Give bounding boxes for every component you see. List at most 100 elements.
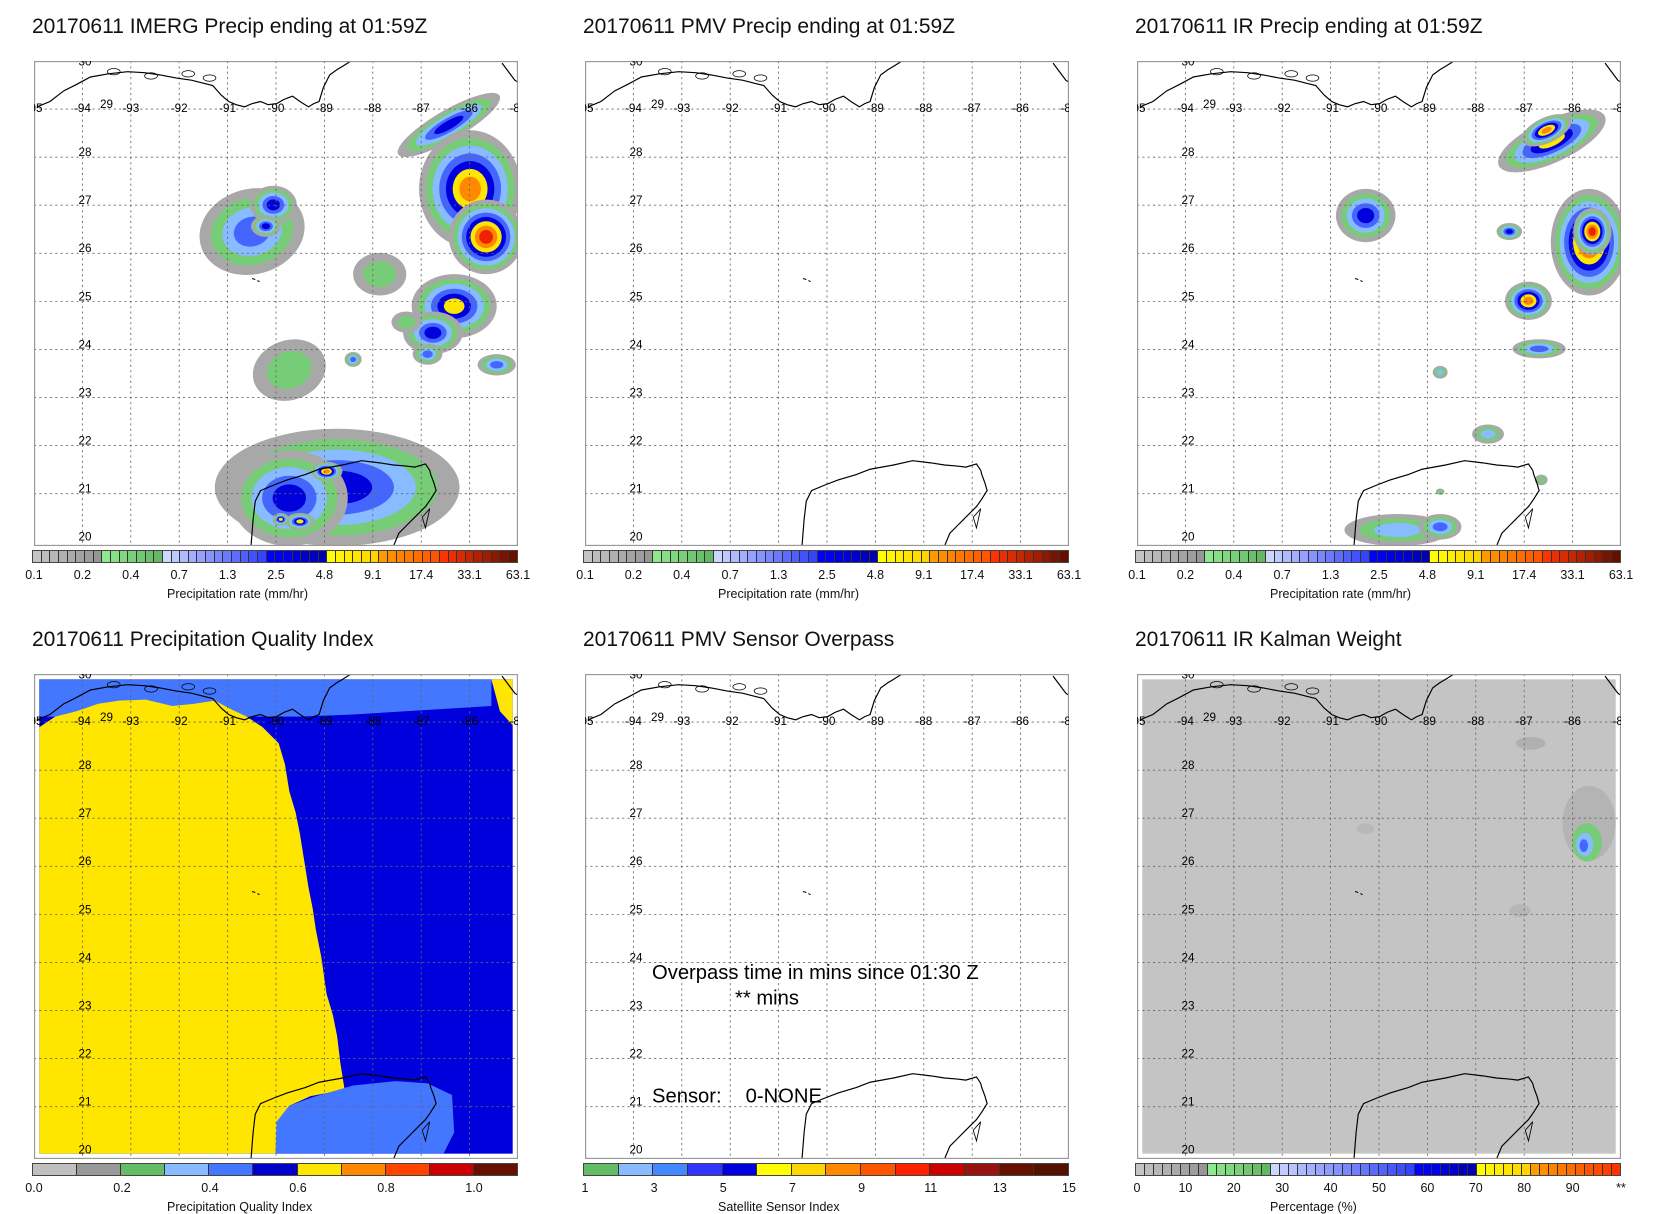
colorbar-tick-label: 33.1 — [457, 568, 482, 582]
colorbar-swatch — [165, 1164, 210, 1175]
pqi-region-0.6 — [39, 699, 345, 1154]
colorbar-swatch — [110, 551, 120, 562]
precip-contour — [1480, 429, 1496, 439]
colorbar-swatch — [843, 551, 853, 562]
longitude-label: -95 — [34, 715, 43, 728]
overpass-time-text: Overpass time in mins since 01:30 Z — [652, 962, 979, 984]
latitude-label: 20 — [1182, 1144, 1195, 1157]
latitude-label: 29 — [100, 711, 113, 724]
colorbar-title: Satellite Sensor Index — [718, 1200, 840, 1214]
colorbar-tick-label: 0.1 — [576, 568, 594, 582]
colorbar-swatch — [1306, 1164, 1316, 1175]
colorbar-tick-label: 9.1 — [1467, 568, 1485, 582]
colorbar-swatch — [1531, 1164, 1541, 1175]
colorbar-swatch — [1508, 551, 1517, 562]
colorbar-swatch — [878, 551, 887, 562]
colorbar-swatch — [1516, 551, 1526, 562]
colorbar-swatch — [119, 551, 129, 562]
kalman-patch — [1357, 823, 1375, 834]
latitude-label: 23 — [630, 386, 643, 399]
latitude-label: 21 — [630, 483, 643, 496]
colorbar-tick-label: 0.2 — [624, 568, 643, 582]
colorbar-swatch — [1540, 1164, 1550, 1175]
coastline — [501, 675, 518, 696]
colorbar-swatch — [921, 551, 931, 562]
panel-title: 20170611 PMV Sensor Overpass — [583, 628, 895, 651]
colorbar-swatch — [661, 551, 671, 562]
colorbar-tick-label: 0.6 — [289, 1181, 307, 1195]
colorbar-swatch — [1413, 551, 1422, 562]
longitude-label: -94 — [1177, 715, 1194, 728]
colorbar-tick-label: 33.1 — [1560, 568, 1585, 582]
colorbar-swatch — [1274, 551, 1284, 562]
colorbar-swatch — [1234, 1164, 1244, 1175]
colorbar-swatch — [422, 551, 432, 562]
colorbar-tick-label: 0.4 — [1225, 568, 1243, 582]
precip-contour — [1541, 126, 1552, 134]
island — [1284, 70, 1298, 78]
colorbar-swatch — [1585, 1164, 1595, 1175]
map-overpass: -95 -94 -93 -92 -91 -90 -89 -88 -87 -86 -85 30 29 28 2… — [585, 674, 1069, 1159]
colorbar-tick-label: 30 — [1275, 1181, 1290, 1195]
cozumel-island — [1524, 1121, 1534, 1143]
colorbar-precip — [1135, 550, 1621, 563]
longitude-label: -95 — [585, 715, 594, 728]
colorbar-tick-label: 0.4 — [122, 568, 140, 582]
precip-contour — [434, 115, 464, 135]
latitude-label: 23 — [630, 999, 643, 1012]
colorbar-swatch — [429, 1164, 474, 1175]
colorbar-swatch — [1387, 551, 1396, 562]
colorbar-swatch — [93, 551, 103, 562]
longitude-label: -95 — [34, 102, 43, 115]
colorbar-swatch — [1213, 551, 1223, 562]
coastline — [1052, 62, 1069, 83]
colorbar-swatch — [396, 551, 406, 562]
colorbar-swatch — [474, 551, 484, 562]
colorbar-swatch — [817, 551, 827, 562]
map-kalman: -95 -94 -93 -92 -91 -90 -89 -88 -87 -86 -85 30 29 28 2… — [1137, 674, 1621, 1159]
colorbar-swatch — [1612, 1164, 1621, 1175]
longitude-label: -93 — [673, 102, 690, 115]
longitude-label: -88 — [364, 715, 381, 728]
precip-contour — [1523, 296, 1534, 305]
colorbar-swatch — [171, 551, 181, 562]
colorbar-swatch — [76, 551, 85, 562]
precip-contour — [1437, 489, 1443, 494]
colorbar-swatch — [353, 551, 362, 562]
colorbar-swatch — [1257, 551, 1266, 562]
colorbar-swatch — [1144, 1164, 1154, 1175]
longitude-label: -88 — [1467, 102, 1484, 115]
latitude-label: 28 — [79, 759, 92, 772]
colorbar-swatch — [1549, 1164, 1559, 1175]
island — [181, 683, 195, 691]
map-pqi: -95 -94 -93 -92 -91 -90 -89 -88 -87 -86 -85 30 29 28 2… — [34, 674, 518, 1159]
latitude-label: 21 — [630, 1096, 643, 1109]
colorbar-swatch — [448, 551, 458, 562]
colorbar-swatch — [618, 551, 628, 562]
colorbar-swatch — [33, 1164, 78, 1175]
latitude-label: 24 — [630, 338, 643, 351]
longitude-label: -85 — [510, 102, 518, 115]
colorbar-swatch — [223, 551, 233, 562]
colorbar-swatch — [1468, 1164, 1478, 1175]
precip-contour — [424, 326, 442, 339]
colorbar-swatch — [1136, 551, 1145, 562]
colorbar-tick-label: 3 — [650, 1181, 658, 1195]
latitude-label: 26 — [630, 855, 643, 868]
longitude-label: -85 — [1613, 102, 1621, 115]
colorbar-swatch — [1361, 551, 1370, 562]
longitude-label: -89 — [1419, 715, 1436, 728]
latitude-label: 30 — [1182, 61, 1195, 68]
colorbar-kalman — [1135, 1163, 1621, 1176]
colorbar-tick-label: 0.2 — [113, 1181, 131, 1195]
colorbar-swatch — [58, 551, 68, 562]
colorbar-swatch — [1395, 551, 1405, 562]
colorbar-swatch — [592, 551, 602, 562]
colorbar-swatch — [1196, 551, 1206, 562]
coastline — [1139, 674, 1455, 721]
longitude-label: -91 — [219, 102, 236, 115]
colorbar-ticks: 0.0 0.2 0.4 0.6 0.8 1.0 — [25, 1181, 518, 1197]
colorbar-swatch — [1421, 551, 1431, 562]
longitude-label: -92 — [171, 715, 188, 728]
colorbar-swatch — [67, 551, 77, 562]
